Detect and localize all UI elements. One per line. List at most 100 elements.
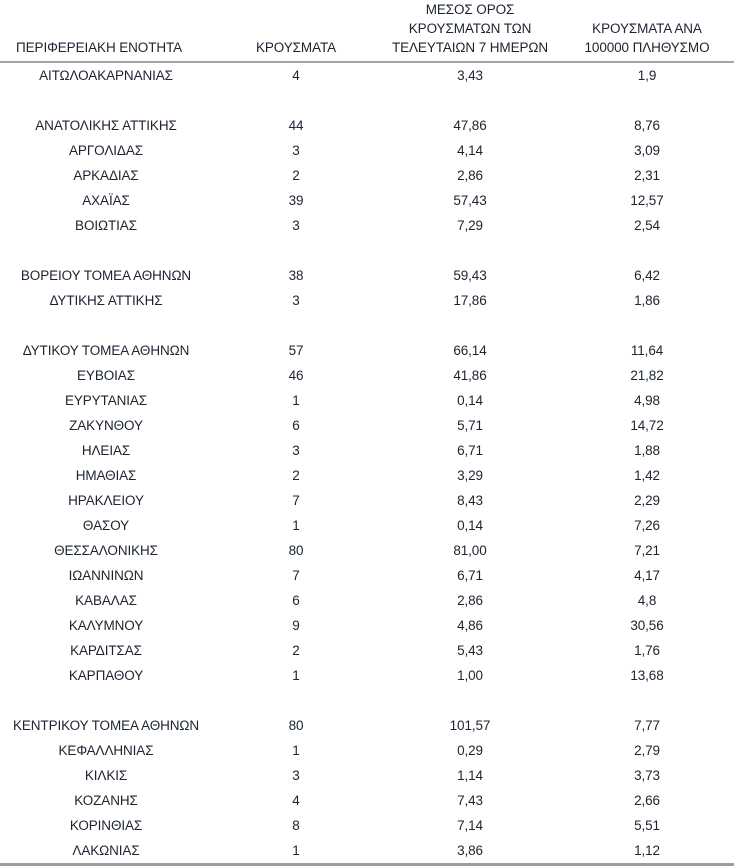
cell-average-7-days: 6,71 [457, 443, 483, 458]
table-row: ΔΥΤΙΚΟΥ ΤΟΜΕΑ ΑΘΗΝΩΝ 57 66,14 11,64 [0, 338, 734, 363]
table-spacer-row [0, 238, 734, 263]
cell-region: ΗΜΑΘΙΑΣ [75, 468, 137, 483]
cell-cases-per-100000: 1,76 [634, 643, 660, 658]
spacer-cell [380, 688, 560, 713]
cell-cases: 1 [292, 518, 300, 533]
spacer-cell [212, 88, 380, 113]
column-header-average-7-days: ΜΕΣΟΣ ΟΡΟΣ ΚΡΟΥΣΜΑΤΩΝ ΤΩΝ ΤΕΛΕΥΤΑΙΩΝ 7 Η… [380, 0, 560, 62]
cell-cases: 80 [288, 543, 304, 558]
cell-average-7-days: 59,43 [453, 268, 487, 283]
cell-average-7-days: 7,29 [457, 218, 483, 233]
cell-average-7-days: 81,00 [453, 543, 487, 558]
cell-region: ΚΑΒΑΛΑΣ [75, 593, 137, 608]
column-header-cases: ΚΡΟΥΣΜΑΤΑ [212, 0, 380, 62]
cell-average-7-days: 0,14 [457, 393, 483, 408]
table-row: ΕΥΒΟΙΑΣ 46 41,86 21,82 [0, 363, 734, 388]
cell-region: ΒΟΙΩΤΙΑΣ [75, 218, 137, 233]
cell-region: ΚΟΖΑΝΗΣ [74, 793, 138, 808]
cell-region: ΘΑΣΟΥ [82, 518, 130, 533]
table-row: ΑΡΓΟΛΙΔΑΣ 3 4,14 3,09 [0, 138, 734, 163]
cell-cases: 57 [288, 343, 304, 358]
table-row: ΕΥΡΥΤΑΝΙΑΣ 1 0,14 4,98 [0, 388, 734, 413]
column-header-avg-line-2: ΚΡΟΥΣΜΑΤΩΝ ΤΩΝ [408, 21, 532, 36]
column-header-avg-line-3: ΤΕΛΕΥΤΑΙΩΝ 7 ΗΜΕΡΩΝ [391, 40, 549, 55]
column-header-cases-per-100000: ΚΡΟΥΣΜΑΤΑ ΑΝΑ 100000 ΠΛΗΘΥΣΜΟ [560, 0, 734, 62]
table-header-row: ΠΕΡΙΦΕΡΕΙΑΚΗ ΕΝΟΤΗΤΑ ΚΡΟΥΣΜΑΤΑ ΜΕΣΟΣ ΟΡΟ… [0, 0, 734, 62]
table-row: ΚΑΒΑΛΑΣ 6 2,86 4,8 [0, 588, 734, 613]
table-row: ΑΧΑΪΑΣ 39 57,43 12,57 [0, 188, 734, 213]
cell-region: ΚΟΡΙΝΘΙΑΣ [69, 818, 143, 833]
table-header: ΠΕΡΙΦΕΡΕΙΑΚΗ ΕΝΟΤΗΤΑ ΚΡΟΥΣΜΑΤΑ ΜΕΣΟΣ ΟΡΟ… [0, 0, 734, 62]
spacer-cell [0, 688, 212, 713]
column-header-avg-line-1: ΜΕΣΟΣ ΟΡΟΣ [425, 2, 515, 17]
cell-region: ΙΩΑΝΝΙΝΩΝ [68, 568, 144, 583]
cell-average-7-days: 4,86 [457, 618, 483, 633]
cell-cases-per-100000: 6,42 [634, 268, 660, 283]
cell-average-7-days: 1,00 [457, 668, 483, 683]
cell-cases: 38 [288, 268, 304, 283]
spacer-cell [212, 238, 380, 263]
cell-cases: 2 [292, 468, 300, 483]
spacer-cell [380, 88, 560, 113]
cell-cases-per-100000: 3,73 [634, 768, 660, 783]
cell-cases-per-100000: 30,56 [630, 618, 664, 633]
spacer-cell [0, 313, 212, 338]
cell-average-7-days: 1,14 [457, 768, 483, 783]
cell-cases: 1 [292, 743, 300, 758]
cell-average-7-days: 17,86 [453, 293, 487, 308]
cell-cases-per-100000: 7,26 [634, 518, 660, 533]
cell-average-7-days: 2,86 [457, 593, 483, 608]
cell-cases: 39 [288, 193, 304, 208]
cell-average-7-days: 7,14 [457, 818, 483, 833]
table-row: ΑΝΑΤΟΛΙΚΗΣ ΑΤΤΙΚΗΣ 44 47,86 8,76 [0, 113, 734, 138]
table-row: ΚΑΡΠΑΘΟΥ 1 1,00 13,68 [0, 663, 734, 688]
cell-cases-per-100000: 21,82 [630, 368, 664, 383]
table-row: ΚΑΡΔΙΤΣΑΣ 2 5,43 1,76 [0, 638, 734, 663]
cell-cases-per-100000: 2,29 [634, 493, 660, 508]
spacer-cell [212, 688, 380, 713]
cell-cases: 2 [292, 168, 300, 183]
table-row: ΚΙΛΚΙΣ 3 1,14 3,73 [0, 763, 734, 788]
cell-cases: 7 [292, 568, 300, 583]
cell-average-7-days: 4,14 [457, 143, 483, 158]
cell-cases-per-100000: 1,42 [634, 468, 660, 483]
cell-average-7-days: 3,29 [457, 468, 483, 483]
cell-cases-per-100000: 1,12 [560, 838, 734, 866]
table-row: ΙΩΑΝΝΙΝΩΝ 7 6,71 4,17 [0, 563, 734, 588]
cell-cases: 3 [292, 293, 300, 308]
cell-region: ΚΕΦΑΛΛΗΝΙΑΣ [58, 743, 154, 758]
cell-cases-per-100000: 1,86 [634, 293, 660, 308]
cell-cases-per-100000: 14,72 [630, 418, 664, 433]
cell-average-7-days: 5,71 [457, 418, 483, 433]
cell-average-7-days: 3,86 [380, 838, 560, 866]
cell-region: ΒΟΡΕΙΟΥ ΤΟΜΕΑ ΑΘΗΝΩΝ [20, 268, 192, 283]
cell-average-7-days: 2,86 [457, 168, 483, 183]
table-row: ΗΡΑΚΛΕΙΟΥ 7 8,43 2,29 [0, 488, 734, 513]
cell-cases-per-100000: 2,79 [634, 743, 660, 758]
table-spacer-row [0, 88, 734, 113]
table-row: ΚΕΦΑΛΛΗΝΙΑΣ 1 0,29 2,79 [0, 738, 734, 763]
cell-average-7-days: 0,29 [457, 743, 483, 758]
cell-cases: 8 [292, 818, 300, 833]
cell-average-7-days: 8,43 [457, 493, 483, 508]
table-row: ΘΑΣΟΥ 1 0,14 7,26 [0, 513, 734, 538]
cell-region: ΕΥΡΥΤΑΝΙΑΣ [64, 393, 148, 408]
spacer-cell [560, 88, 734, 113]
cell-cases: 4 [292, 68, 300, 83]
cell-cases-per-100000: 4,98 [634, 393, 660, 408]
cell-cases: 3 [292, 143, 300, 158]
column-header-per100k-line-2: 100000 ΠΛΗΘΥΣΜΟ [584, 40, 710, 55]
table-row: ΘΕΣΣΑΛΟΝΙΚΗΣ 80 81,00 7,21 [0, 538, 734, 563]
cell-cases-per-100000: 5,51 [634, 818, 660, 833]
cell-region: ΕΥΒΟΙΑΣ [77, 368, 135, 383]
table-row: ΗΛΕΙΑΣ 3 6,71 1,88 [0, 438, 734, 463]
spacer-cell [380, 313, 560, 338]
cell-average-7-days: 7,43 [457, 793, 483, 808]
cell-average-7-days: 101,57 [449, 718, 491, 733]
cell-cases: 1 [292, 668, 300, 683]
cell-cases-per-100000: 1,88 [634, 443, 660, 458]
column-header-region-line-1: ΠΕΡΙΦΕΡΕΙΑΚΗ ΕΝΟΤΗΤΑ [16, 40, 183, 55]
table-row: ΒΟΡΕΙΟΥ ΤΟΜΕΑ ΑΘΗΝΩΝ 38 59,43 6,42 [0, 263, 734, 288]
cell-region: ΚΑΡΔΙΤΣΑΣ [70, 643, 142, 658]
